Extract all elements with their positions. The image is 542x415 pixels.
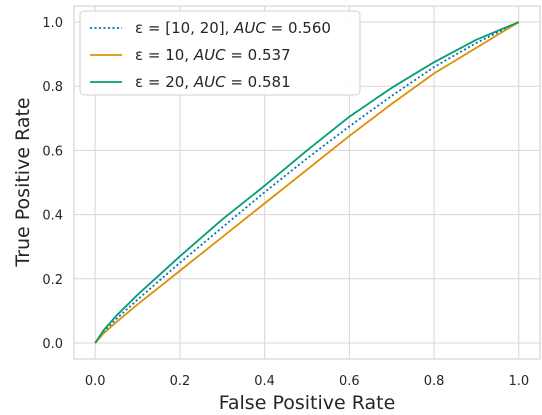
series-line-2 xyxy=(94,21,520,344)
x-tick-label: 0.0 xyxy=(85,374,106,389)
x-axis-label: False Positive Rate xyxy=(219,392,396,414)
y-tick-label: 0.2 xyxy=(42,273,63,288)
series-line-1 xyxy=(94,21,520,344)
legend-label-3: ε = 20, AUC = 0.581 xyxy=(135,73,291,91)
y-tick-label: 0.8 xyxy=(42,80,63,95)
legend-box xyxy=(79,10,361,96)
y-tick-label: 0.4 xyxy=(42,209,63,224)
y-axis-label: True Positive Rate xyxy=(12,97,34,267)
x-tick-label: 0.2 xyxy=(170,374,191,389)
series-line-3 xyxy=(94,21,520,344)
legend-label-2: ε = 10, AUC = 0.537 xyxy=(135,46,291,64)
series-lines xyxy=(94,21,520,344)
legend: ε = [10, 20], AUC = 0.560 ε = 10, AUC = 0… xyxy=(79,10,361,96)
x-tick-label: 0.4 xyxy=(254,374,275,389)
x-tick-label: 0.8 xyxy=(424,374,445,389)
x-tick-label: 1.0 xyxy=(508,374,529,389)
legend-items: ε = [10, 20], AUC = 0.560 ε = 10, AUC = 0… xyxy=(90,19,331,91)
legend-label-1: ε = [10, 20], AUC = 0.560 xyxy=(135,19,331,37)
y-tick-label: 0.0 xyxy=(42,337,63,352)
x-tick-label: 0.6 xyxy=(339,374,360,389)
y-tick-label: 0.6 xyxy=(42,144,63,159)
tick-labels: 0.0 0.2 0.4 0.6 0.8 1.0 0.0 0.2 0.4 0.6 0.8 1.0 xyxy=(42,16,529,389)
y-tick-label: 1.0 xyxy=(42,16,63,31)
